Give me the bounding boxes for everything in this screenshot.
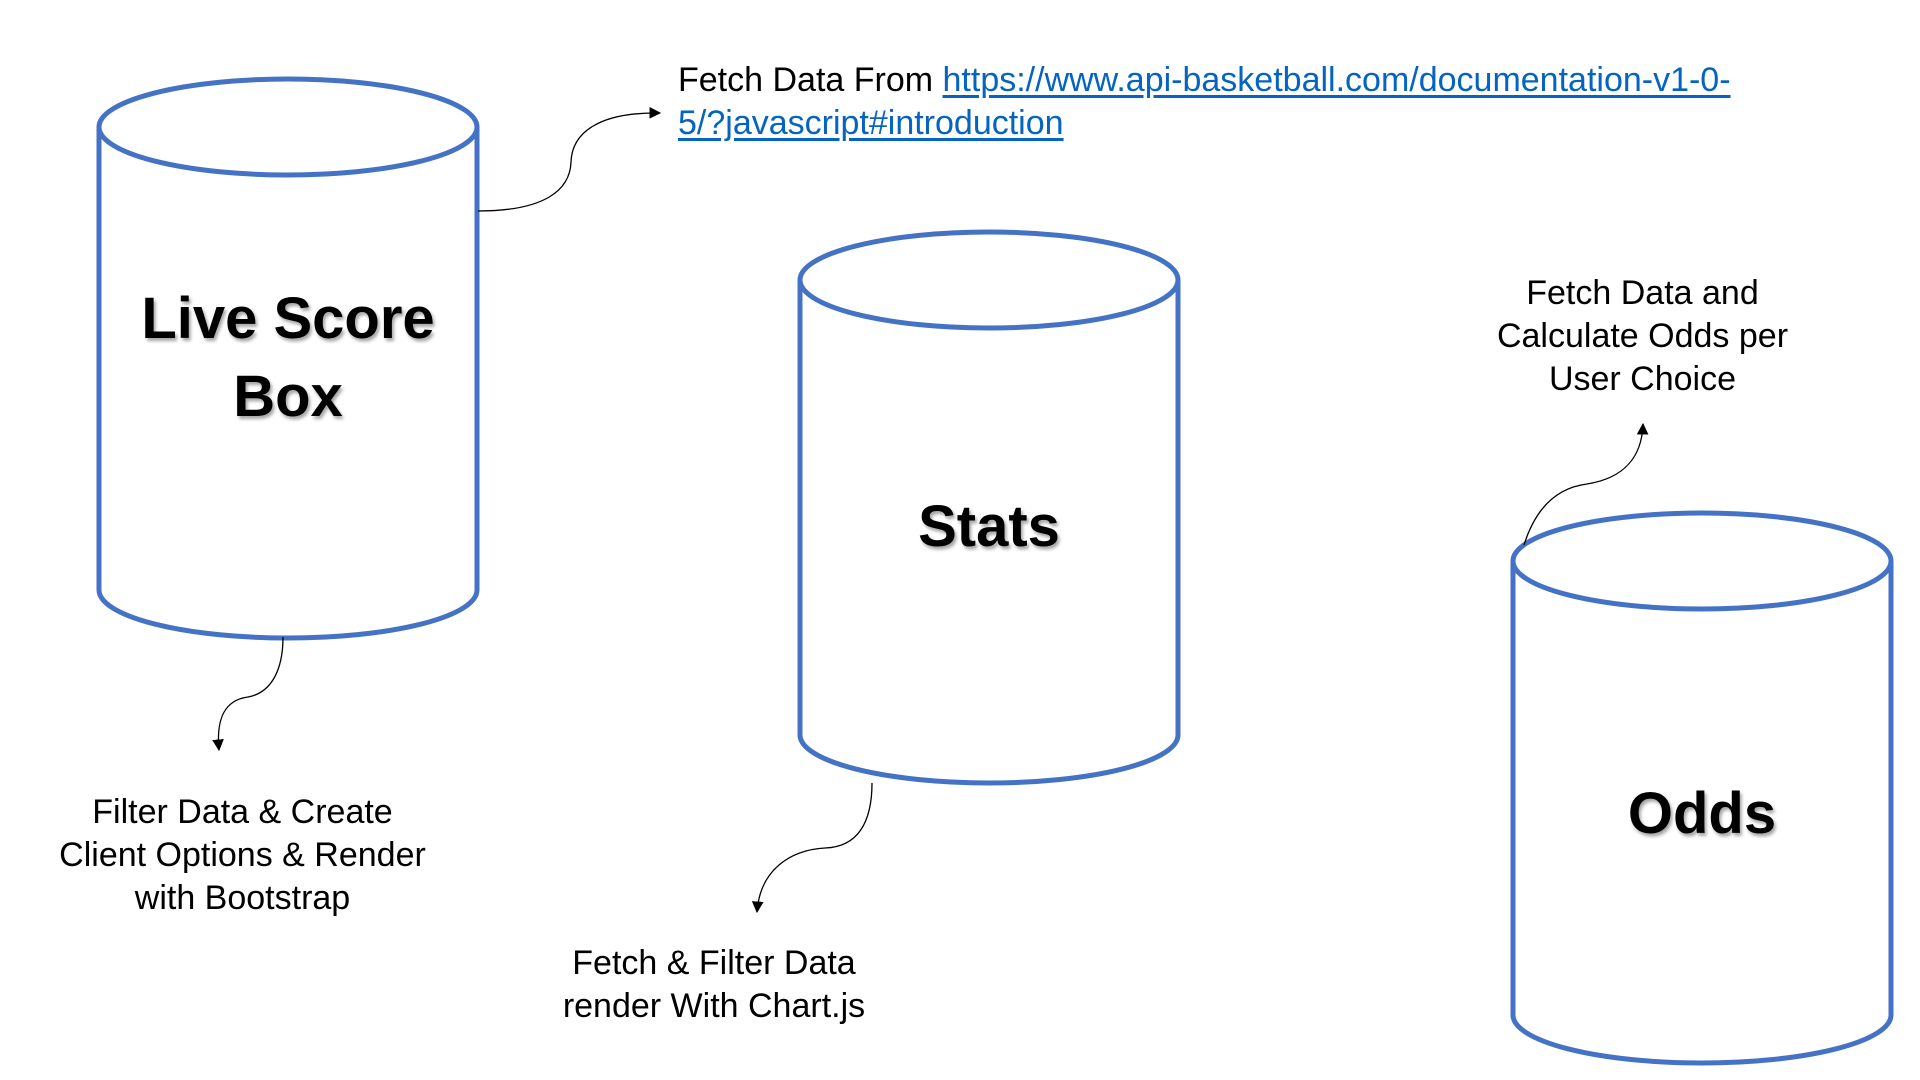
calc-odds-line1: Fetch Data and — [1526, 274, 1759, 312]
odds-cylinder — [1510, 510, 1894, 1066]
connector-to-fetch-filter — [751, 782, 873, 914]
api-documentation-link-continued[interactable]: 5/?javascript#introduction — [678, 104, 1064, 142]
live-score-title: Live Score Box — [98, 280, 478, 436]
stats-title: Stats — [799, 488, 1179, 566]
fetch-filter-label: Fetch & Filter Data render With Chart.js — [535, 942, 893, 1028]
fetch-from-prefix: Fetch Data From — [678, 61, 943, 99]
calc-odds-line3: User Choice — [1548, 360, 1737, 398]
calc-odds-line2: Calculate Odds per — [1496, 317, 1789, 355]
live-score-title-line1: Live Score — [141, 286, 435, 351]
connector-to-calc-odds — [1523, 422, 1649, 546]
stats-cylinder — [797, 229, 1181, 786]
live-score-cylinder — [96, 76, 480, 641]
filter-data-line1: Filter Data & Create — [92, 793, 393, 831]
odds-title-text: Odds — [1627, 781, 1777, 846]
live-score-title-line2: Box — [233, 364, 343, 429]
odds-title: Odds — [1512, 775, 1892, 853]
stats-title-text: Stats — [918, 494, 1060, 559]
filter-data-line2: Client Options & Render — [59, 836, 426, 874]
connector-to-filter-data — [212, 636, 284, 752]
fetch-filter-line1: Fetch & Filter Data — [572, 944, 856, 982]
filter-data-label: Filter Data & Create Client Options & Re… — [40, 791, 445, 920]
connector-to-fetch-api — [477, 106, 662, 212]
calc-odds-label: Fetch Data and Calculate Odds per User C… — [1470, 272, 1815, 401]
fetch-from-label: Fetch Data From https://www.api-basketba… — [678, 59, 1731, 145]
api-documentation-link[interactable]: https://www.api-basketball.com/documenta… — [942, 61, 1731, 99]
filter-data-line3: with Bootstrap — [134, 879, 351, 917]
fetch-filter-line2: render With Chart.js — [562, 987, 866, 1025]
